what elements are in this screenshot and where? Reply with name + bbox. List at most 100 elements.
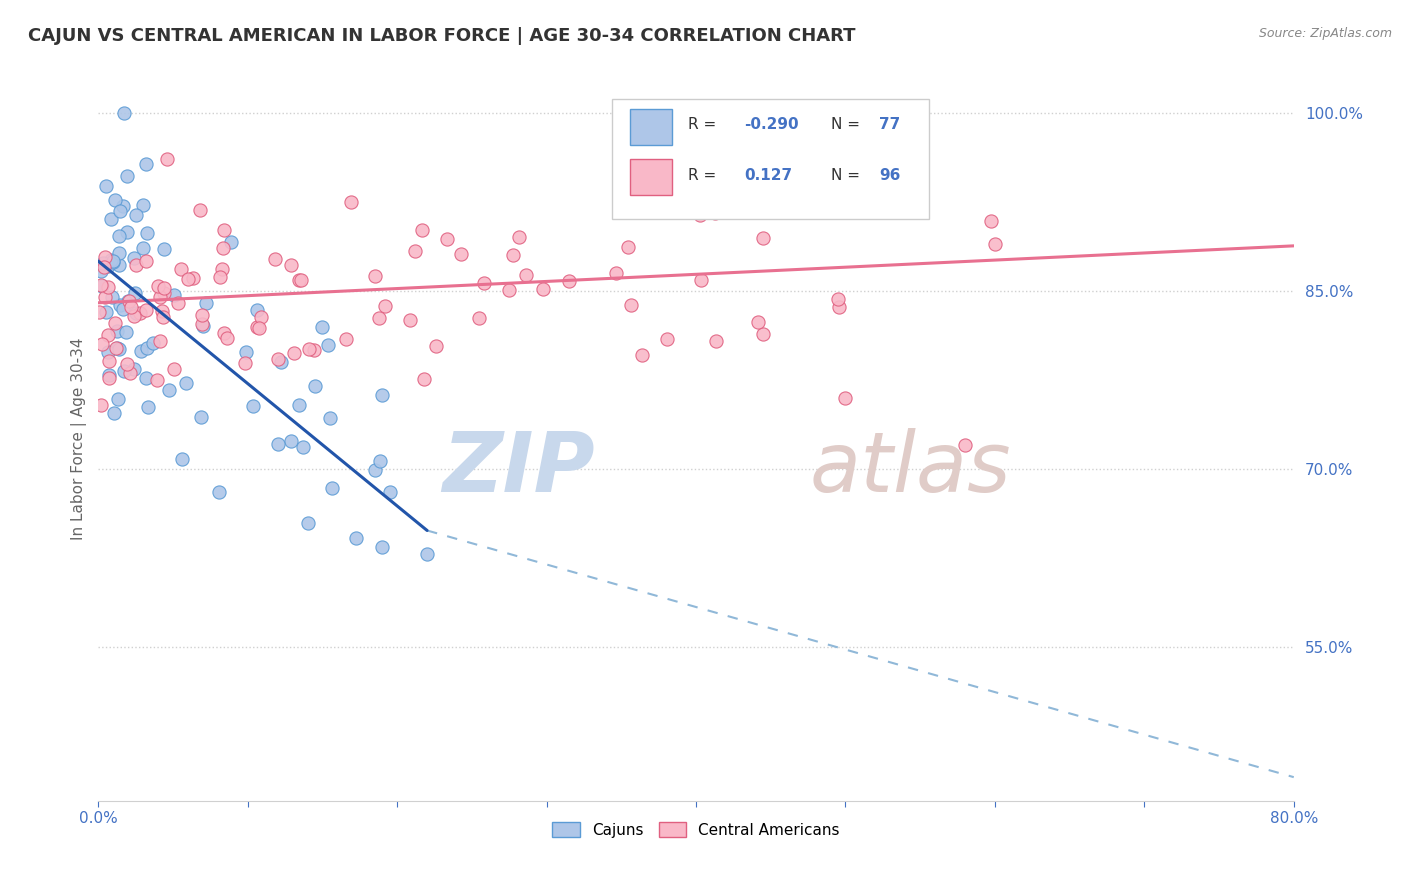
Point [174,376,197,390]
Point [101,254,124,268]
Point [217,331,239,345]
Point [703,206,725,220]
Point [212,223,235,237]
Point [211,261,233,276]
Point [834,391,856,405]
Point [118,294,141,309]
Point [136,227,159,241]
Point [371,541,394,555]
Point [149,334,172,348]
Point [108,298,131,312]
Point [190,202,212,217]
Point [280,434,302,448]
Point [247,320,270,334]
Point [111,302,134,317]
Point [335,332,357,346]
Point [152,310,174,324]
Point [112,106,135,120]
Point [311,320,333,334]
Point [91,279,114,293]
Point [620,298,643,312]
Legend: Cajuns, Central Americans: Cajuns, Central Americans [546,815,846,844]
Point [266,437,288,451]
Point [91,256,114,270]
Point [135,253,157,268]
Point [827,300,849,314]
Point [233,356,256,370]
Point [117,293,139,308]
Point [321,482,343,496]
Point [104,341,127,355]
Point [190,410,212,425]
Point [267,352,290,367]
Point [270,355,292,369]
Text: N =: N = [831,168,860,183]
Point [100,211,122,226]
Point [146,373,169,387]
Point [630,348,652,362]
Point [304,343,326,357]
Point [120,300,142,314]
Point [368,311,391,326]
Point [704,334,727,348]
Point [346,531,368,545]
Point [177,272,200,286]
Point [101,255,124,269]
Point [364,463,387,477]
Point [214,326,236,340]
Point [157,383,180,397]
Point [208,485,231,500]
Point [107,392,129,406]
Point [195,296,218,310]
Point [297,516,319,530]
Point [114,325,136,339]
Y-axis label: In Labor Force | Age 30-34: In Labor Force | Age 30-34 [72,338,87,541]
Point [170,261,193,276]
Point [90,278,112,293]
Point [135,342,157,356]
Point [170,451,193,466]
Point [292,440,315,454]
Point [246,302,269,317]
Point [655,332,678,346]
Point [152,286,174,301]
Point [752,231,775,245]
Point [132,241,155,255]
Point [191,308,214,322]
Text: atlas: atlas [810,427,1011,508]
Point [749,202,772,216]
Point [371,387,394,401]
Point [134,302,156,317]
Point [128,305,150,319]
Point [472,276,495,290]
Point [191,318,214,333]
Point [97,259,120,273]
Point [605,266,627,280]
Point [97,327,120,342]
Point [122,309,145,323]
Point [425,339,447,353]
Text: -0.290: -0.290 [744,117,799,132]
FancyBboxPatch shape [630,109,672,145]
Point [209,270,232,285]
Point [617,240,640,254]
Point [93,260,115,275]
Point [148,279,170,293]
Point [101,290,124,304]
Point [104,316,127,330]
Point [413,371,436,385]
Point [364,269,387,284]
Point [280,258,302,272]
Point [105,341,128,355]
Point [508,230,530,244]
Point [288,273,311,287]
Point [112,364,135,378]
Point [498,283,520,297]
Point [288,398,311,412]
Point [108,246,131,260]
Point [450,247,472,261]
Point [515,268,537,282]
Point [153,242,176,256]
FancyBboxPatch shape [630,159,672,195]
FancyBboxPatch shape [613,99,929,219]
